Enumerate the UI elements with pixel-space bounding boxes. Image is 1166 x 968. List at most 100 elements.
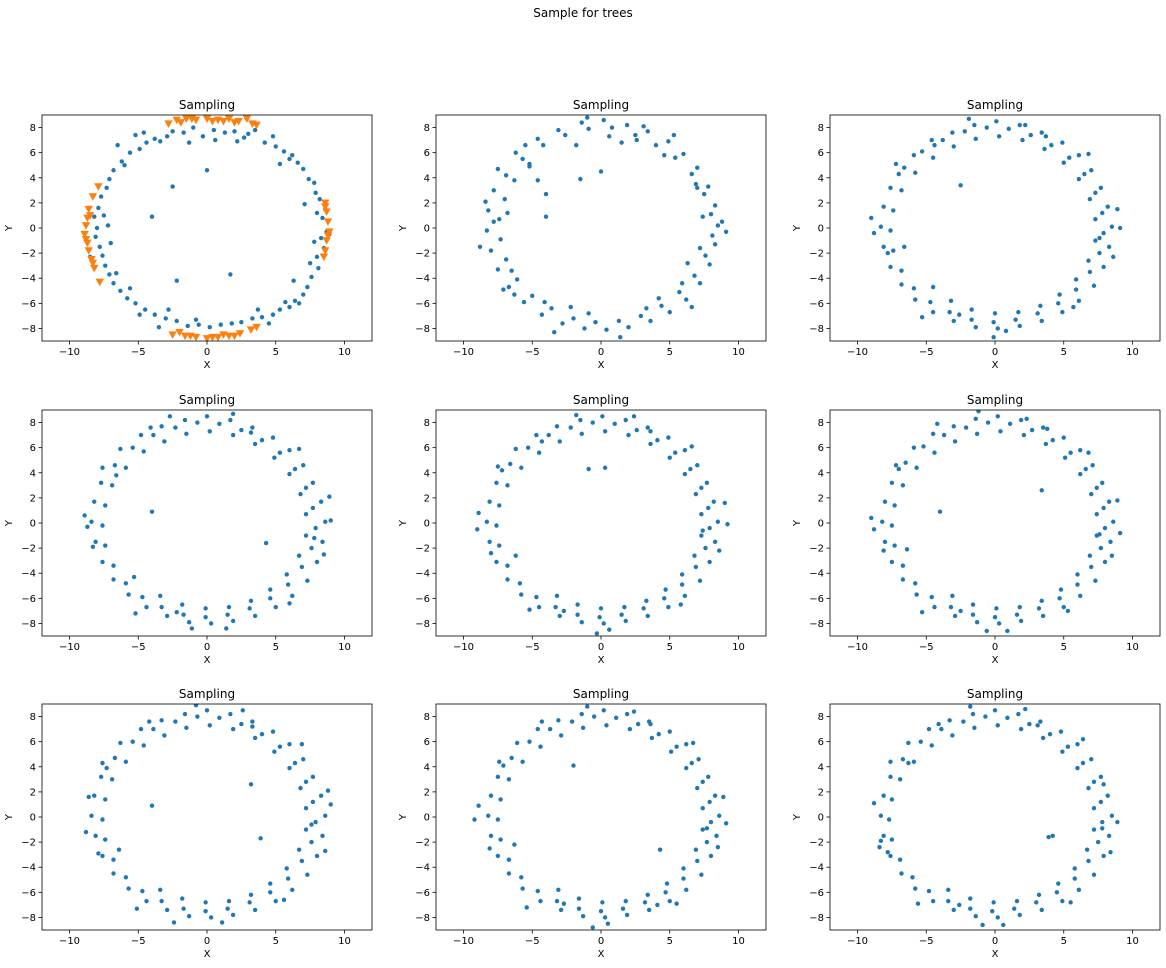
data-point	[296, 553, 302, 558]
data-point	[1102, 525, 1108, 531]
data-point	[519, 465, 524, 470]
data-point	[100, 760, 105, 766]
data-point	[1087, 269, 1093, 275]
data-point	[571, 763, 576, 768]
data-point	[881, 833, 886, 839]
data-point	[284, 572, 289, 577]
data-point	[972, 725, 977, 731]
data-point	[1018, 618, 1024, 624]
data-point	[497, 503, 502, 508]
x-axis-label: X	[598, 655, 605, 666]
data-point	[488, 248, 494, 253]
data-point	[619, 612, 624, 617]
x-tick-label: 10	[338, 936, 351, 947]
data-point	[976, 410, 981, 414]
data-point	[115, 142, 120, 148]
data-point	[911, 152, 917, 158]
x-tick-label: 5	[273, 347, 279, 358]
y-tick-label: 2	[818, 198, 824, 209]
data-point	[904, 547, 910, 552]
data-point	[1050, 437, 1055, 443]
data-point	[1082, 171, 1087, 177]
data-point	[230, 411, 236, 416]
y-axis-label: Y	[398, 224, 409, 232]
data-point	[321, 552, 327, 557]
data-point	[926, 888, 932, 894]
data-point-triangle	[213, 333, 223, 341]
y-axis-label: Y	[398, 813, 409, 821]
data-point	[270, 312, 276, 317]
data-point	[579, 711, 584, 717]
data-point	[641, 606, 646, 611]
data-point	[296, 446, 302, 452]
y-axis-label: Y	[4, 813, 15, 821]
data-point	[159, 718, 164, 723]
x-tick-label: −10	[453, 642, 474, 653]
data-point	[166, 307, 171, 312]
data-point	[536, 450, 542, 455]
data-point	[144, 898, 149, 904]
data-point	[913, 886, 918, 891]
data-point	[536, 604, 542, 610]
data-point	[1039, 488, 1044, 493]
data-point	[320, 215, 325, 221]
data-point	[704, 480, 710, 486]
data-point	[888, 185, 893, 191]
data-point	[1083, 466, 1088, 472]
data-point	[663, 890, 668, 895]
data-point	[152, 312, 157, 317]
x-tick-label: −10	[59, 936, 80, 947]
data-point	[696, 757, 701, 762]
data-point	[484, 228, 490, 233]
data-point	[543, 214, 549, 219]
data-point	[1075, 741, 1080, 747]
data-point	[1117, 225, 1123, 231]
data-point	[715, 844, 721, 850]
data-point	[1071, 304, 1076, 310]
data-point	[100, 465, 105, 470]
data-point	[992, 614, 998, 620]
data-point	[98, 480, 104, 486]
data-point	[1086, 858, 1091, 864]
data-point	[147, 719, 152, 724]
scatter-markers	[472, 704, 729, 930]
data-point	[1091, 283, 1097, 288]
data-point	[984, 125, 989, 130]
data-point	[509, 268, 514, 273]
data-point	[888, 264, 893, 270]
data-point	[667, 455, 672, 460]
y-tick-label: 4	[424, 468, 430, 479]
subplot-title: Sampling	[179, 393, 235, 407]
data-point	[704, 826, 710, 831]
data-point	[123, 875, 129, 880]
data-point	[521, 299, 527, 305]
data-point	[656, 731, 661, 737]
data-point	[1039, 907, 1044, 913]
data-point	[1060, 140, 1065, 145]
x-tick-label: 5	[1061, 642, 1067, 653]
data-point-triangle	[321, 203, 330, 211]
y-tick-label: −8	[809, 324, 824, 335]
data-point	[535, 726, 540, 732]
data-point	[885, 250, 890, 256]
data-point	[681, 876, 686, 881]
data-point	[689, 760, 694, 766]
data-point	[697, 578, 703, 583]
data-point	[679, 572, 685, 577]
data-point	[700, 806, 705, 811]
data-point	[1040, 613, 1046, 619]
data-point	[957, 902, 962, 908]
data-point	[101, 213, 107, 218]
data-point	[268, 881, 273, 886]
data-point	[1117, 530, 1123, 536]
data-point	[558, 907, 564, 913]
data-point	[506, 777, 512, 782]
data-point	[519, 592, 524, 597]
data-point	[318, 793, 324, 798]
data-point	[666, 435, 671, 440]
data-point	[700, 214, 705, 219]
data-point	[590, 420, 595, 425]
data-point-triangle	[252, 121, 261, 130]
data-point	[509, 755, 514, 761]
data-point	[182, 711, 188, 717]
